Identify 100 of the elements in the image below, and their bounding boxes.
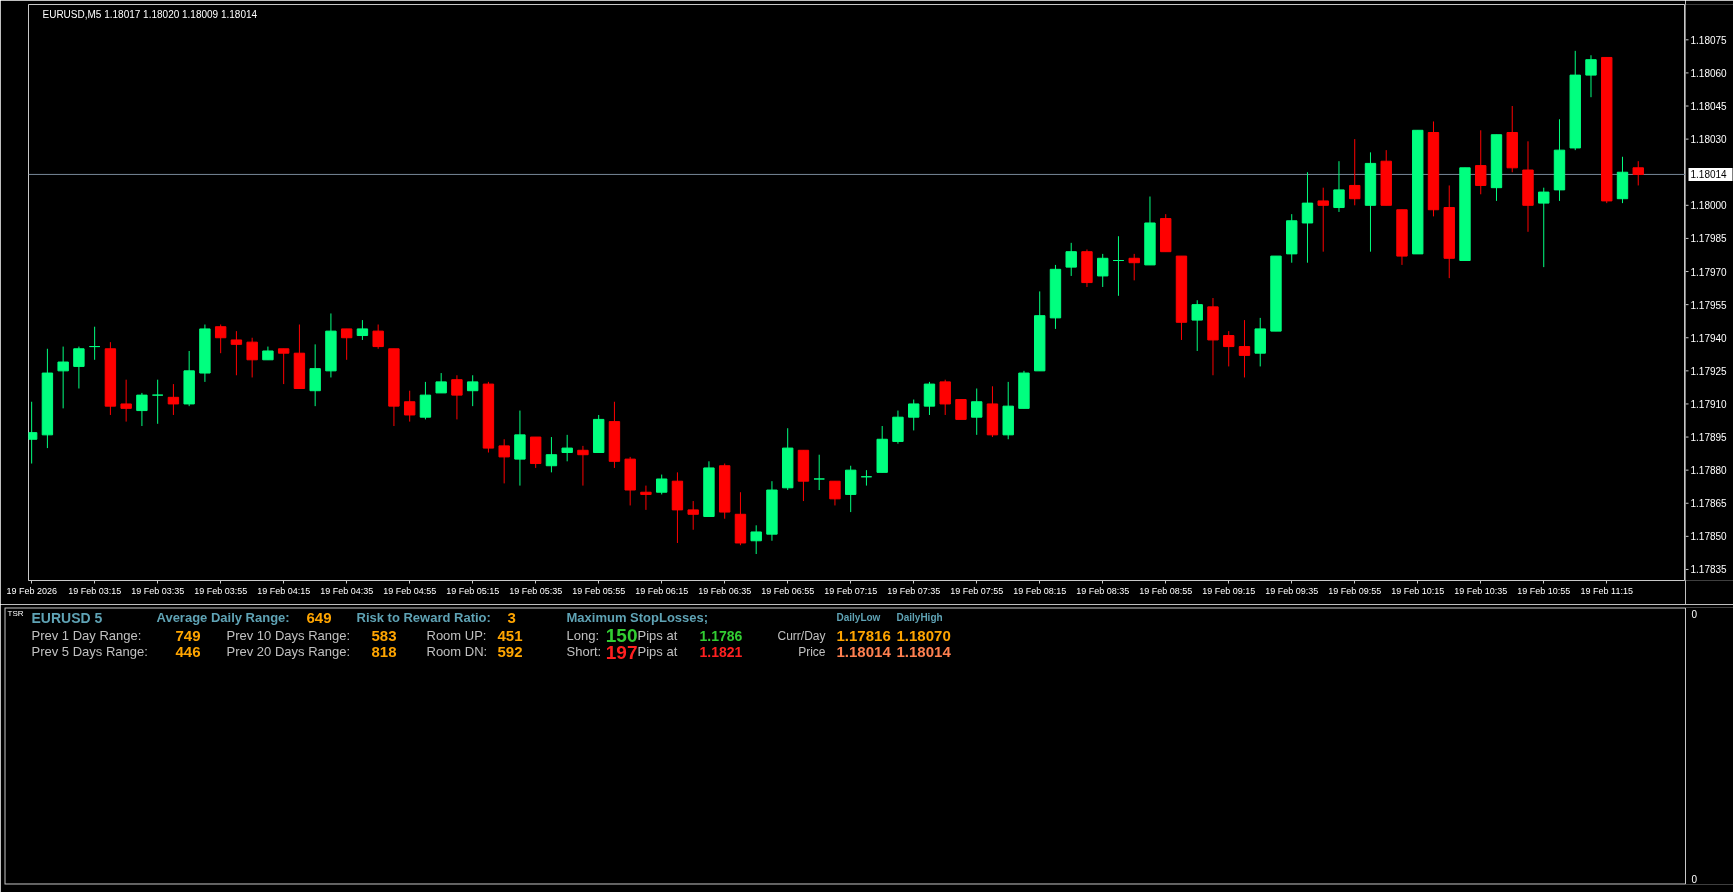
text: DailyHigh (896, 612, 943, 623)
text: Curr/Day (777, 628, 826, 643)
candlestick (214, 324, 227, 354)
ref-line-label: 1.18014 (1690, 169, 1728, 181)
text: 3 (507, 608, 516, 626)
x-tick-label: 19 Feb 03:35 (131, 585, 185, 596)
candlestick (939, 379, 951, 416)
text: Pips at (637, 644, 678, 659)
candlestick (419, 381, 432, 420)
text: 592 (497, 642, 523, 660)
text: TSR (7, 609, 24, 618)
candlestick (687, 500, 699, 531)
candlestick (1112, 235, 1125, 297)
candlestick (73, 346, 85, 389)
text: Prev 10 Days Range: (226, 628, 351, 643)
x-tick-label: 19 Feb 04:15 (257, 585, 311, 596)
y-tick-label: 1.17970 (1690, 266, 1728, 278)
y-tick-label: 1.18060 (1690, 67, 1728, 79)
text: 649 (306, 608, 332, 626)
text: Risk to Reward Ratio: (356, 610, 491, 625)
text: 1.1786 (699, 627, 743, 644)
candlestick (1065, 242, 1077, 277)
candlestick (1301, 171, 1314, 264)
text: Short: (566, 644, 602, 659)
candlestick (908, 399, 920, 431)
text: 749 (175, 626, 201, 644)
candlestick (829, 480, 841, 506)
candlestick (466, 374, 479, 407)
text: Prev 1 Day Range: (31, 628, 142, 643)
candlestick (1238, 319, 1251, 378)
text: Prev 5 Days Range: (31, 644, 148, 659)
candlestick (1333, 160, 1345, 213)
text: 1.17816 (836, 626, 891, 644)
x-tick-label: 19 Feb 06:35 (698, 585, 752, 596)
x-tick-label: 19 Feb 03:55 (194, 585, 248, 596)
candlestick (498, 438, 510, 484)
candlestick (277, 348, 290, 385)
candlestick (1349, 138, 1361, 206)
x-tick-label: 19 Feb 05:15 (446, 585, 500, 596)
text: Room DN: (426, 644, 488, 659)
text: 0 (1691, 608, 1698, 620)
y-tick-label: 1.17940 (1690, 332, 1728, 344)
candlestick (1632, 160, 1644, 186)
candlestick (1585, 54, 1597, 98)
y-tick-label: 1.18045 (1690, 101, 1728, 113)
y-tick-label: 1.18030 (1690, 134, 1728, 146)
x-tick-label: 19 Feb 08:55 (1139, 585, 1193, 596)
candlestick (1128, 253, 1140, 281)
text: 583 (371, 626, 397, 644)
x-tick-label: 19 Feb 09:35 (1265, 585, 1319, 596)
x-tick-label: 19 Feb 2026 (6, 585, 57, 596)
y-tick-label: 1.17985 (1690, 233, 1728, 245)
x-tick-label: 19 Feb 08:35 (1076, 585, 1130, 596)
text: 446 (175, 642, 201, 660)
text: Maximum StopLosses; (566, 610, 709, 625)
candlestick (577, 445, 589, 487)
x-tick-label: 19 Feb 06:55 (761, 585, 815, 596)
y-tick-label: 1.17850 (1690, 531, 1728, 543)
text: 818 (371, 642, 397, 660)
candlestick (545, 436, 558, 473)
text: Long: (566, 628, 600, 643)
candlestick (151, 379, 164, 425)
candlestick (1097, 253, 1109, 288)
x-tick-label: 19 Feb 03:15 (68, 585, 122, 596)
text: Average Daily Range: (156, 610, 290, 625)
x-tick-label: 19 Feb 10:35 (1454, 585, 1508, 596)
y-tick-label: 1.17880 (1690, 465, 1728, 477)
candlestick (971, 388, 983, 436)
candlestick (136, 392, 148, 427)
x-tick-label: 19 Feb 07:55 (950, 585, 1004, 596)
x-tick-label: 19 Feb 08:15 (1013, 585, 1067, 596)
candlestick (655, 474, 668, 495)
x-tick-label: 19 Feb 04:35 (320, 585, 374, 596)
candlestick (860, 469, 873, 487)
candlestick (57, 346, 69, 409)
candlestick (955, 399, 967, 420)
candlestick (340, 328, 353, 361)
candlestick (246, 337, 258, 378)
y-tick-label: 1.17925 (1690, 365, 1728, 377)
candlestick (356, 319, 369, 341)
text: DailyLow (836, 612, 881, 623)
y-tick-label: 1.17895 (1690, 432, 1728, 444)
text: Prev 20 Days Range: (226, 644, 351, 659)
candlestick (309, 343, 321, 407)
candlestick (1317, 187, 1329, 253)
x-tick-label: 19 Feb 07:15 (824, 585, 878, 596)
y-tick-label: 1.18075 (1690, 34, 1728, 46)
x-tick-label: 19 Feb 10:55 (1517, 585, 1571, 596)
candlestick (88, 326, 101, 361)
candlestick (435, 372, 447, 394)
candlestick (1538, 187, 1550, 268)
text: 1.18014 (836, 642, 892, 660)
candlestick (750, 524, 762, 555)
candlestick (120, 379, 132, 423)
text: Price (798, 644, 826, 659)
candlestick (1191, 299, 1203, 352)
candlestick (28, 401, 38, 465)
x-tick-label: 19 Feb 05:55 (572, 585, 626, 596)
candlestick (372, 324, 384, 350)
text: Pips at (637, 628, 678, 643)
